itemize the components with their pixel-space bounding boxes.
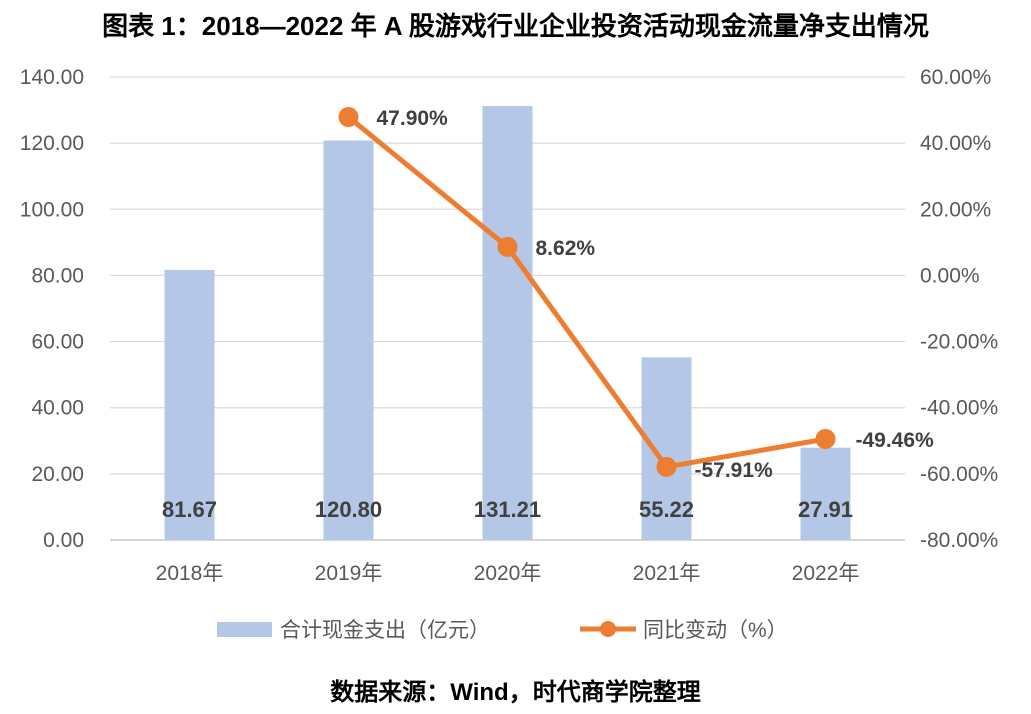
y-left-tick-label: 80.00 (31, 264, 84, 287)
y-right-tick-label: 20.00% (920, 198, 991, 221)
legend: 合计现金支出（亿元） 同比变动（%） (217, 619, 788, 642)
legend-bar-label: 合计现金支出（亿元） (280, 619, 490, 642)
x-tick-label: 2022年 (792, 562, 860, 585)
y-right-tick-label: -60.00% (920, 463, 998, 486)
bar-value-label: 81.67 (162, 497, 217, 522)
y-right-tick-label: 60.00% (920, 66, 991, 89)
axis-labels: 0.00 20.00 40.00 60.00 80.00 100.00 120.00 140.… (20, 66, 998, 585)
line-point (815, 428, 836, 449)
x-tick-label: 2020年 (474, 562, 542, 585)
bar-value-label: 27.91 (798, 497, 853, 522)
bar (164, 269, 215, 540)
bar-value-label: 55.22 (639, 497, 694, 522)
x-tick-label: 2021年 (633, 562, 701, 585)
legend-line-marker (600, 621, 616, 637)
bar-value-label: 120.80 (315, 497, 382, 522)
line-point (656, 456, 677, 477)
y-left-tick-label: 60.00 (31, 331, 84, 354)
line-value-label: -49.46% (856, 429, 935, 452)
bar (641, 357, 692, 540)
data-labels: 81.67 120.80 131.21 55.22 27.91 47.90% 8.62% -5… (162, 107, 934, 522)
source-note: 数据来源：Wind，时代商学院整理 (330, 679, 701, 706)
line-point (338, 107, 359, 128)
y-left-tick-label: 20.00 (31, 463, 84, 486)
y-left-tick-label: 100.00 (20, 198, 84, 221)
bar (482, 106, 533, 540)
legend-bar-swatch (217, 622, 272, 637)
y-right-tick-label: 40.00% (920, 132, 991, 155)
bar-series (164, 106, 851, 541)
y-left-tick-label: 140.00 (20, 66, 84, 89)
legend-line-label: 同比变动（%） (643, 619, 788, 642)
y-right-tick-label: -20.00% (920, 331, 998, 354)
y-left-tick-label: 120.00 (20, 132, 84, 155)
line-series (338, 107, 836, 477)
line-path (346, 115, 826, 470)
y-right-tick-label: -80.00% (920, 529, 998, 552)
bar-value-label: 131.21 (474, 497, 541, 522)
line-value-label: 8.62% (536, 237, 596, 260)
chart-title: 图表 1：2018—2022 年 A 股游戏行业企业投资活动现金流量净支出情况 (102, 11, 929, 41)
y-right-tick-label: -40.00% (920, 397, 998, 420)
bar (323, 140, 374, 541)
x-tick-label: 2018年 (156, 562, 224, 585)
line-value-label: -57.91% (695, 459, 774, 482)
line-point (497, 236, 518, 257)
line-value-label: 47.90% (377, 107, 449, 130)
y-left-tick-label: 40.00 (31, 397, 84, 420)
y-left-tick-label: 0.00 (43, 529, 84, 552)
bar (800, 447, 851, 540)
x-tick-label: 2019年 (315, 562, 383, 585)
y-right-tick-label: 0.00% (920, 264, 980, 287)
